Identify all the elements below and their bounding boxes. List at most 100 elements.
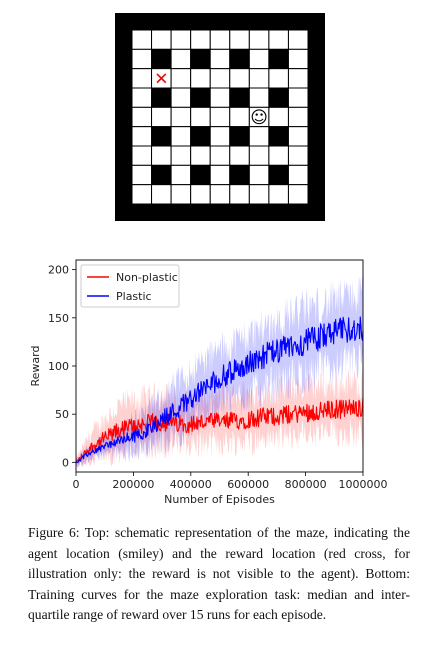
- maze-open-cell: [131, 87, 153, 108]
- maze-open-cell: [151, 184, 172, 205]
- maze-open-cell: [287, 87, 309, 108]
- maze-open-cell: [248, 68, 270, 89]
- maze-open-cell: [170, 164, 192, 186]
- maze-open-cell: [190, 68, 211, 89]
- chart-svg: 0 200000 400000 600000 800000 1000000 0 50 100 1…: [29, 259, 388, 506]
- maze-wall-cell: [190, 126, 211, 147]
- maze-wall-cell: [229, 87, 250, 108]
- maze-open-cell: [170, 68, 192, 89]
- maze-wall-cell: [268, 164, 289, 186]
- x-tick-label: 0: [73, 478, 80, 491]
- maze-open-cell: [268, 68, 289, 89]
- maze-open-cell: [268, 29, 289, 50]
- maze-wall-cell: [151, 164, 172, 186]
- maze-open-cell: [209, 145, 231, 166]
- x-tick-label: 400000: [170, 478, 212, 491]
- median-line-plastic: [75, 316, 364, 464]
- maze-wall-cell: [190, 164, 211, 186]
- y-axis-label: Reward: [29, 346, 42, 387]
- maze-open-cell: [287, 48, 309, 70]
- maze-open-cell: [170, 106, 192, 128]
- maze-open-cell: [209, 164, 231, 186]
- maze-wall-cell: [268, 48, 289, 70]
- maze-open-cell: [170, 48, 192, 70]
- maze-open-cell: [209, 68, 231, 89]
- maze-open-cell: [287, 145, 309, 166]
- maze-wall-cell: [229, 48, 250, 70]
- training-curve-chart: 0 200000 400000 600000 800000 1000000 0 50 100 1…: [0, 250, 433, 515]
- maze-open-cell: [248, 164, 270, 186]
- maze-open-cell: [209, 126, 231, 147]
- x-axis-label: Number of Episodes: [164, 493, 275, 506]
- y-tick-label: 0: [62, 456, 69, 469]
- maze-figure: ✕ ☺: [115, 13, 325, 221]
- maze-open-cell: [209, 48, 231, 70]
- y-axis-ticks: 0 50 100 150 200: [48, 264, 76, 469]
- maze-open-cell: [131, 106, 153, 128]
- maze-open-cell: [248, 87, 270, 108]
- maze-open-cell: [287, 68, 309, 89]
- maze-open-cell: [287, 126, 309, 147]
- maze-open-cell: [248, 145, 270, 166]
- maze-layer: [115, 13, 325, 221]
- legend-label-non-plastic: Non-plastic: [116, 271, 178, 284]
- maze-open-cell: [209, 29, 231, 50]
- y-tick-label: 200: [48, 264, 69, 277]
- maze-open-cell: [248, 48, 270, 70]
- maze-open-cell: [190, 29, 211, 50]
- y-tick-label: 100: [48, 360, 69, 373]
- maze-open-cell: [131, 29, 153, 50]
- maze-wall-cell: [229, 126, 250, 147]
- legend-label-plastic: Plastic: [116, 290, 152, 303]
- maze-open-cell: [170, 87, 192, 108]
- maze-open-cell: [229, 145, 250, 166]
- maze-open-cell: [131, 68, 153, 89]
- maze-wall-cell: [190, 87, 211, 108]
- maze-open-cell: [209, 184, 231, 205]
- median-lines: [75, 316, 364, 464]
- maze-wall-cell: [268, 87, 289, 108]
- maze-open-cell: [268, 145, 289, 166]
- maze-grid: ✕ ☺: [115, 13, 325, 221]
- maze-open-cell: [170, 29, 192, 50]
- maze-open-cell: [287, 29, 309, 50]
- maze-wall-cell: [268, 126, 289, 147]
- maze-open-cell: [287, 164, 309, 186]
- maze-open-cell: [151, 106, 172, 128]
- figure-caption: Figure 6: Top: schematic representation …: [28, 525, 410, 622]
- legend: Non-plastic Plastic: [80, 264, 180, 308]
- maze-open-cell: [131, 184, 153, 205]
- x-tick-label: 800000: [285, 478, 327, 491]
- maze-open-cell: [170, 145, 192, 166]
- maze-open-cell: [248, 29, 270, 50]
- maze-open-cell: [287, 106, 309, 128]
- maze-open-cell: [229, 68, 250, 89]
- iqr-band-non-plastic: [76, 367, 363, 469]
- y-tick-label: 50: [55, 408, 69, 421]
- maze-open-cell: [190, 106, 211, 128]
- maze-wall-cell: [229, 164, 250, 186]
- maze-open-cell: [268, 184, 289, 205]
- maze-wall-cell: [190, 48, 211, 70]
- maze-open-cell: [248, 126, 270, 147]
- reward-cross-icon: ✕: [154, 69, 168, 89]
- maze-open-cell: [151, 145, 172, 166]
- maze-open-cell: [131, 145, 153, 166]
- maze-open-cell: [209, 87, 231, 108]
- maze-open-cell: [229, 106, 250, 128]
- maze-open-cell: [190, 184, 211, 205]
- maze-open-cell: [268, 106, 289, 128]
- maze-wall-cell: [151, 87, 172, 108]
- x-axis-ticks: 0 200000 400000 600000 800000 1000000: [73, 472, 388, 491]
- y-tick-label: 150: [48, 312, 69, 325]
- smiley-agent-icon: ☺: [250, 108, 268, 128]
- maze-open-cell: [190, 145, 211, 166]
- maze-open-cell: [287, 184, 309, 205]
- maze-open-cell: [170, 126, 192, 147]
- maze-open-cell: [229, 29, 250, 50]
- maze-open-cell: [229, 184, 250, 205]
- x-tick-label: 200000: [112, 478, 154, 491]
- maze-open-cell: [170, 184, 192, 205]
- maze-open-cell: [151, 29, 172, 50]
- maze-open-cell: [131, 126, 153, 147]
